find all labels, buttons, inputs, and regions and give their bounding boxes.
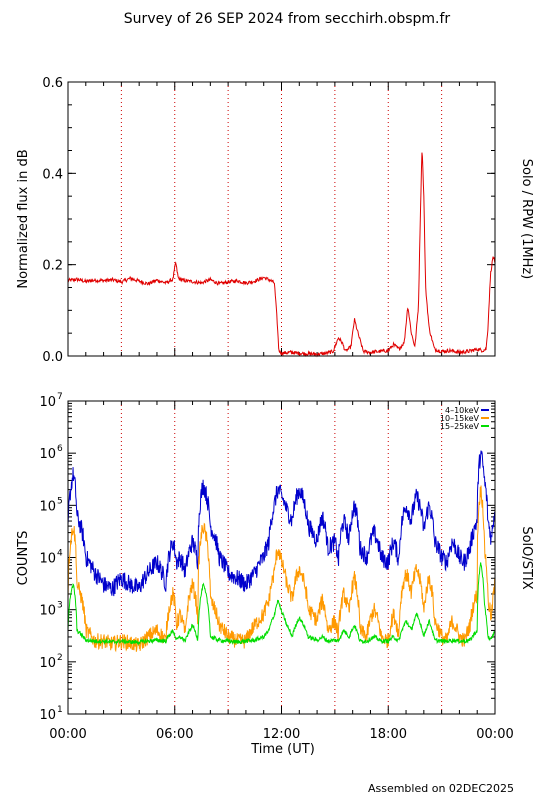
- legend-label: 10–15keV: [440, 414, 480, 423]
- bottom-plot-frame: [67, 400, 496, 715]
- x-axis-label: Time (UT): [250, 742, 315, 757]
- bottom-ytick-exponent: 4: [57, 549, 63, 559]
- bottom-ytick-exponent: 5: [57, 496, 63, 506]
- bottom-ytick-label: 10: [39, 499, 56, 514]
- stix-10-15kev-line: [67, 485, 496, 653]
- bottom-ytick-exponent: 3: [57, 601, 63, 611]
- legend-label: 4–10keV: [445, 406, 480, 415]
- top-chart: 0.0 0.2 0.4 0.6 Normalized flux in dB Solo …: [16, 76, 534, 365]
- bottom-ytick-exponent: 7: [57, 392, 63, 402]
- bottom-ytick-label: 10: [39, 708, 56, 723]
- bottom-series: [67, 450, 496, 653]
- bottom-side-label: SolO/STIX: [519, 526, 534, 589]
- top-plot-frame: [67, 81, 496, 357]
- page-title: Survey of 26 SEP 2024 from secchirh.obsp…: [124, 11, 451, 27]
- bottom-ytick-exponent: 6: [57, 444, 63, 454]
- top-ytick-label: 0.0: [42, 350, 63, 365]
- bottom-ytick-exponent: 1: [57, 705, 63, 715]
- bottom-xtick-label: 06:00: [156, 727, 193, 742]
- bottom-y-axis-label: COUNTS: [16, 531, 31, 586]
- top-y-axis-label: Normalized flux in dB: [16, 149, 31, 288]
- rpw-flux-line: [67, 152, 496, 358]
- bottom-ytick-label: 10: [39, 447, 56, 462]
- bottom-xtick-label: 00:00: [476, 727, 513, 742]
- legend-label: 15–25keV: [440, 422, 480, 431]
- stix-4-10kev-line: [67, 450, 496, 597]
- bottom-ytick-exponent: 2: [57, 653, 63, 663]
- bottom-xtick-label: 18:00: [370, 727, 407, 742]
- bottom-xtick-label: 12:00: [263, 727, 300, 742]
- top-series: [67, 152, 496, 358]
- bottom-xtick-label: 00:00: [49, 727, 86, 742]
- bottom-ytick-label: 10: [39, 656, 56, 671]
- top-ytick-label: 0.2: [42, 259, 63, 274]
- top-grid: [120, 82, 443, 356]
- footer-assembled: Assembled on 02DEC2025: [368, 782, 514, 795]
- bottom-ytick-label: 10: [39, 552, 56, 567]
- bottom-ytick-label: 10: [39, 395, 56, 410]
- bottom-ytick-label: 10: [39, 604, 56, 619]
- stix-15-25kev-line: [67, 562, 496, 646]
- top-ytick-label: 0.6: [42, 76, 63, 91]
- top-side-label: Solo / RPW (1MHz): [519, 159, 534, 280]
- top-ytick-label: 0.4: [42, 167, 63, 182]
